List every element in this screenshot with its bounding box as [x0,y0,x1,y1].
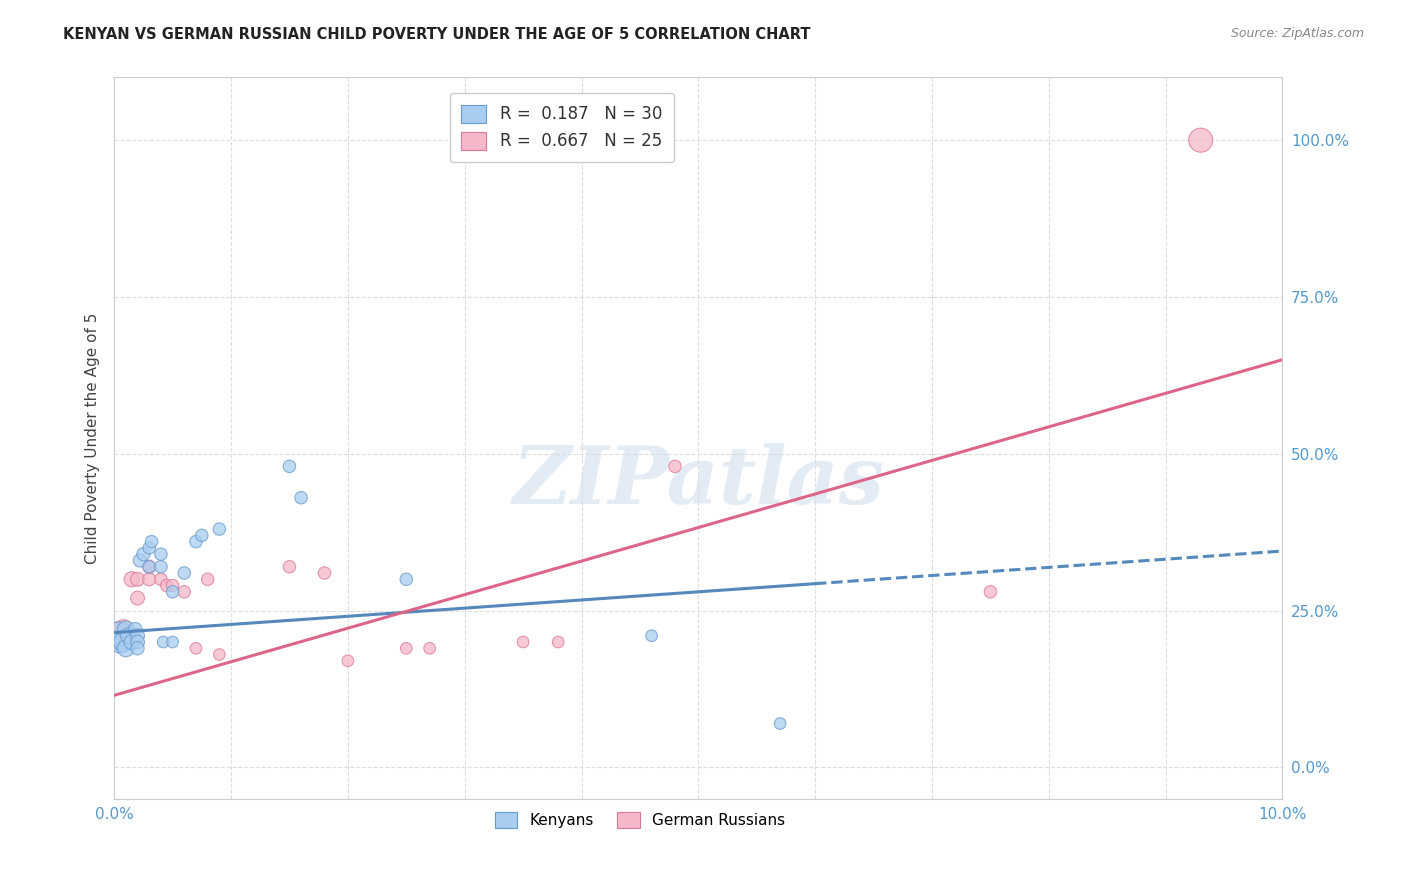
Point [138,541,160,555]
Point [664,459,686,474]
Point [547,635,569,649]
Y-axis label: Child Poverty Under the Age of 5: Child Poverty Under the Age of 5 [86,312,100,564]
Point [278,559,301,574]
Point [208,648,231,662]
Legend: Kenyans, German Russians: Kenyans, German Russians [488,806,792,835]
Text: ZIPatlas: ZIPatlas [512,442,884,520]
Point [278,459,301,474]
Point [112,635,135,649]
Text: KENYAN VS GERMAN RUSSIAN CHILD POVERTY UNDER THE AGE OF 5 CORRELATION CHART: KENYAN VS GERMAN RUSSIAN CHILD POVERTY U… [63,27,811,42]
Point [115,629,138,643]
Point [121,635,143,649]
Point [127,635,149,649]
Point [184,641,207,656]
Point [108,635,131,649]
Point [173,584,195,599]
Point [128,553,150,567]
Point [208,522,231,536]
Point [112,623,135,637]
Point [115,623,138,637]
Point [149,572,172,586]
Point [149,547,172,561]
Point [162,578,184,592]
Point [138,559,160,574]
Point [173,566,195,580]
Point [640,629,662,643]
Point [141,534,163,549]
Point [769,716,792,731]
Point [290,491,312,505]
Point [162,635,184,649]
Point [152,635,174,649]
Point [121,572,143,586]
Point [156,578,179,592]
Point [336,654,359,668]
Point [127,591,149,606]
Point [512,635,534,649]
Point [108,629,131,643]
Text: Source: ZipAtlas.com: Source: ZipAtlas.com [1230,27,1364,40]
Point [191,528,214,542]
Point [395,572,418,586]
Point [395,641,418,656]
Point [127,641,149,656]
Point [419,641,441,656]
Point [314,566,336,580]
Point [979,584,1001,599]
Point [138,572,160,586]
Point [115,641,138,656]
Point [108,629,131,643]
Point [197,572,219,586]
Point [124,623,146,637]
Point [162,584,184,599]
Point [127,629,149,643]
Point [138,559,160,574]
Point [184,534,207,549]
Point [149,559,172,574]
Point [127,572,149,586]
Point [1189,133,1212,147]
Point [132,547,155,561]
Point [117,629,139,643]
